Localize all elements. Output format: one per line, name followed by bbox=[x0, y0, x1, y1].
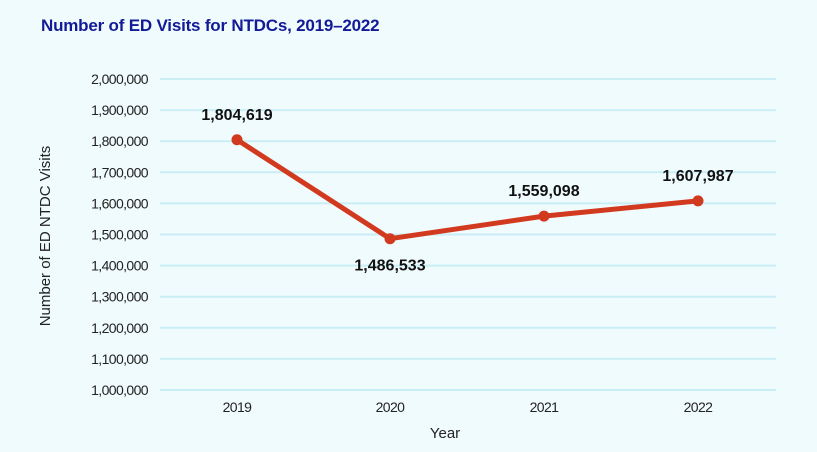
series-line-group bbox=[231, 134, 704, 245]
data-label: 1,559,098 bbox=[508, 183, 579, 200]
y-axis-label: Number of ED NTDC Visits bbox=[37, 146, 54, 327]
data-point bbox=[538, 210, 550, 222]
y-tick-label: 1,700,000 bbox=[91, 164, 149, 180]
data-point bbox=[384, 233, 396, 245]
data-label: 1,804,619 bbox=[201, 107, 272, 124]
y-tick-label: 1,900,000 bbox=[91, 102, 149, 118]
y-tick-label: 1,800,000 bbox=[91, 133, 149, 149]
x-tick-label: 2021 bbox=[530, 399, 560, 415]
y-tick-label: 1,100,000 bbox=[91, 351, 149, 367]
y-axis-ticks: 1,000,000 1,100,000 1,200,000 1,300,000 1,40… bbox=[91, 71, 149, 398]
x-axis-ticks: 2019 2020 2021 2022 bbox=[223, 399, 714, 415]
x-tick-label: 2022 bbox=[684, 399, 714, 415]
y-tick-label: 1,400,000 bbox=[91, 258, 149, 274]
y-tick-label: 2,000,000 bbox=[91, 71, 149, 87]
x-tick-label: 2020 bbox=[376, 399, 406, 415]
y-tick-label: 1,500,000 bbox=[91, 227, 149, 243]
data-point bbox=[692, 195, 704, 207]
data-label: 1,607,987 bbox=[662, 168, 733, 185]
x-tick-label: 2019 bbox=[223, 399, 253, 415]
x-axis-label: Year bbox=[430, 425, 460, 442]
gridlines bbox=[160, 78, 776, 391]
y-tick-label: 1,300,000 bbox=[91, 289, 149, 305]
chart-title: Number of ED Visits for NTDCs, 2019–2022 bbox=[41, 16, 380, 35]
data-point bbox=[231, 134, 243, 146]
y-tick-label: 1,200,000 bbox=[91, 320, 149, 336]
y-tick-label: 1,600,000 bbox=[91, 195, 149, 211]
y-tick-label: 1,000,000 bbox=[91, 382, 149, 398]
data-labels: 1,804,619 1,486,533 1,559,098 1,607,987 bbox=[201, 107, 733, 275]
data-label: 1,486,533 bbox=[354, 258, 425, 275]
series-line bbox=[234, 137, 701, 242]
